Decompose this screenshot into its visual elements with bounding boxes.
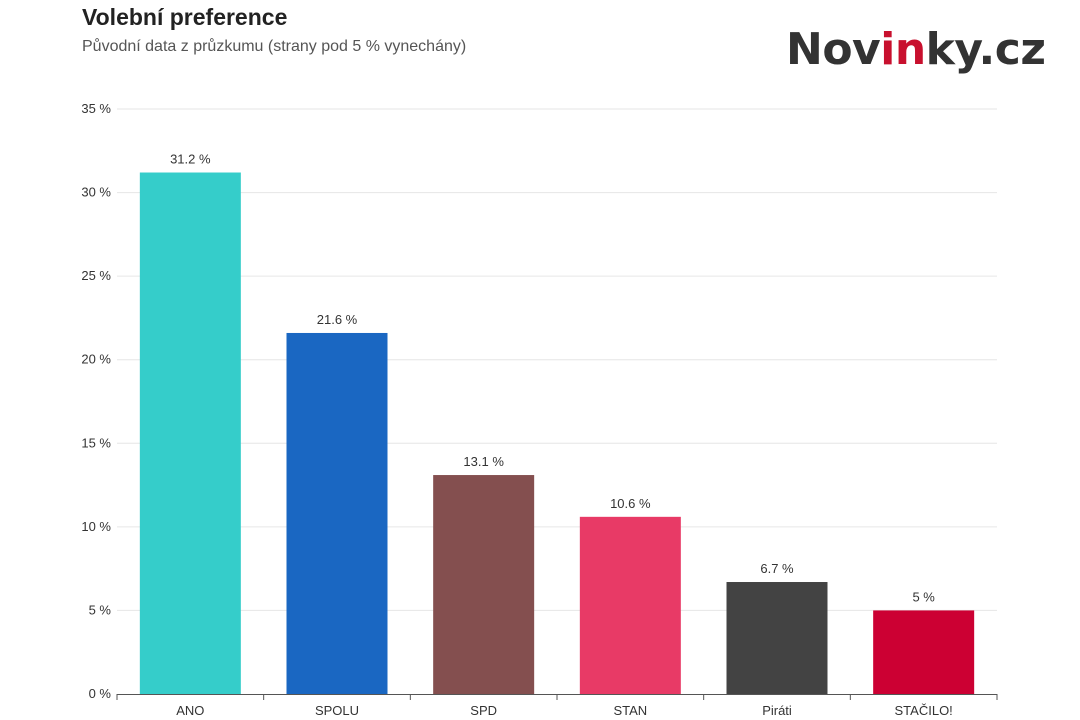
x-category-label: STAN (613, 703, 647, 718)
bar-ano[interactable] (139, 172, 241, 694)
y-tick-label: 25 % (81, 268, 111, 283)
bar-stačilo[interactable] (873, 610, 975, 694)
x-category-label: ANO (176, 703, 204, 718)
bars (139, 172, 975, 694)
chart-title: Volební preference (82, 4, 288, 30)
y-tick-label: 35 % (81, 101, 111, 116)
x-category-label: SPOLU (315, 703, 359, 718)
y-axis-tick-labels: 0 % 5 % 10 % 15 % 20 % 25 % 30 % 35 % (81, 101, 111, 701)
bar-spd[interactable] (433, 475, 535, 694)
bar-value-label: 21.6 % (317, 312, 358, 327)
bar-value-label: 5 % (912, 589, 935, 604)
x-category-label: SPD (470, 703, 497, 718)
y-tick-label: 5 % (89, 602, 112, 617)
chart-subtitle: Původní data z průzkumu (strany pod 5 % … (82, 38, 467, 55)
bar-value-label: 10.6 % (610, 496, 651, 511)
logo-text-accent: in (880, 24, 926, 75)
x-axis (116, 694, 998, 700)
x-axis-category-labels: ANO SPOLU SPD STAN Piráti STAČILO! (176, 703, 953, 718)
novinky-logo[interactable]: Novinky.cz (786, 24, 1046, 75)
x-category-label: STAČILO! (895, 703, 953, 718)
grid-lines (117, 108, 997, 611)
y-tick-label: 10 % (81, 519, 111, 534)
y-tick-label: 30 % (81, 185, 111, 200)
bar-value-label: 31.2 % (170, 152, 211, 167)
logo-text-prefix: Nov (786, 24, 881, 75)
bar-value-label: 13.1 % (463, 454, 504, 469)
bar-value-label: 6.7 % (760, 561, 794, 576)
bar-stan[interactable] (579, 516, 681, 694)
bar-piráti[interactable] (726, 582, 828, 694)
value-labels: 31.2 % 21.6 % 13.1 % 10.6 % 6.7 % 5 % (170, 152, 935, 605)
y-tick-label: 15 % (81, 435, 111, 450)
x-category-label: Piráti (762, 703, 792, 718)
bar-spolu[interactable] (286, 332, 388, 694)
logo-text-suffix: ky.cz (925, 24, 1046, 75)
y-tick-label: 0 % (89, 686, 112, 701)
y-tick-label: 20 % (81, 352, 111, 367)
